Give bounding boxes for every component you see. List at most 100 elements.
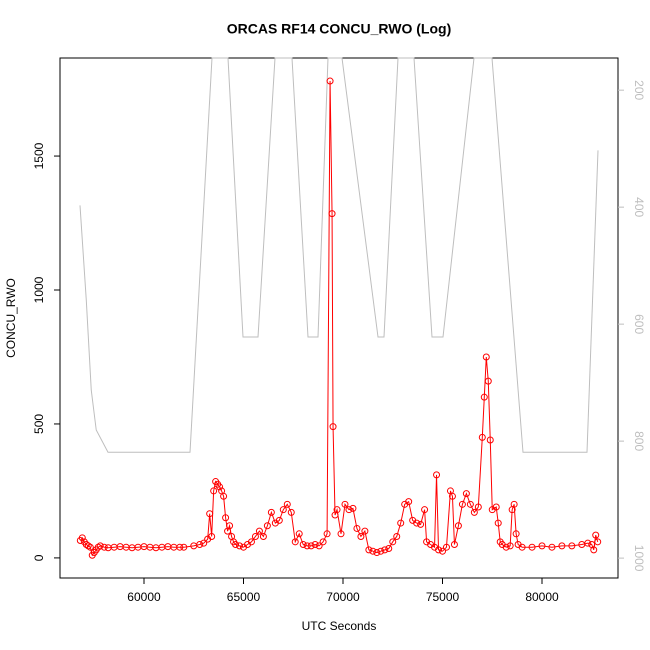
data-point [466,500,474,508]
data-point [275,516,283,524]
x-tick-label: 60000 [127,590,161,604]
data-point [232,541,240,549]
data-point [333,506,341,514]
data-point [295,530,303,538]
data-point [349,504,357,512]
data-point [458,500,466,508]
data-point [492,503,500,511]
data-point [502,543,510,551]
data-point [558,542,566,550]
data-point [84,542,92,550]
data-point [462,490,470,498]
data-point [226,522,234,530]
data-point [337,530,345,538]
data-point [315,542,323,550]
y-tick-label: 1500 [32,142,46,169]
data-point [100,543,108,551]
data-point [291,538,299,546]
data-point [303,542,311,550]
data-point [208,532,216,540]
data-point [176,543,184,551]
data-point [442,543,450,551]
plot-box [59,57,619,579]
data-point [538,542,546,550]
data-point [548,543,556,551]
data-point [421,506,429,514]
data-point [236,542,244,550]
data-point [323,530,331,538]
data-point [417,520,425,528]
y2-tick-label: 1000 [632,545,646,572]
data-point [568,542,576,550]
data-point [512,530,520,538]
y2-tick-label: 400 [632,197,646,217]
data-point [180,543,188,551]
data-point [450,541,458,549]
data-point [592,531,600,539]
data-point [96,542,104,550]
data-point [247,538,255,546]
y2-tick-label: 200 [632,80,646,100]
data-point [267,508,275,516]
x-axis-label: UTC Seconds [302,619,377,633]
data-point [494,519,502,527]
y-axis-label: CONCU_RWO [4,278,18,358]
data-point [397,519,405,527]
data-point [385,545,393,553]
y-tick-label: 0 [32,554,46,561]
data-point [369,547,377,555]
data-point [307,542,315,550]
y2-tick-label: 600 [632,314,646,334]
data-point [341,500,349,508]
data-point [299,541,307,549]
data-point [86,543,94,551]
data-point [482,353,490,361]
data-point [518,543,526,551]
data-point [389,538,397,546]
data-point [594,538,602,546]
data-point [287,508,295,516]
y-tick-label: 1000 [32,276,46,303]
data-point [196,541,204,549]
chart-title: ORCAS RF14 CONCU_RWO (Log) [227,21,452,37]
data-point [329,423,337,431]
data-point [439,547,447,555]
data-point [216,483,224,491]
data-point [328,210,336,218]
data-point [311,541,319,549]
data-point [251,532,259,540]
data-point [393,532,401,540]
data-point [486,436,494,444]
data-point [413,519,421,527]
data-point [381,546,389,554]
data-point [279,506,287,514]
x-tick-label: 70000 [326,590,360,604]
y-tick-label: 500 [32,414,46,434]
data-point [259,532,267,540]
data-point [220,492,228,500]
data-point [480,393,488,401]
data-point [255,527,263,535]
data-point [200,539,208,547]
data-point [590,546,598,554]
data-point [326,77,334,85]
data-point [365,546,373,554]
data-point [474,503,482,511]
series-line [79,57,599,453]
data-point [478,433,486,441]
y2-tick-label: 800 [632,431,646,451]
data-point [319,538,327,546]
x-tick-label: 65000 [227,590,261,604]
data-point [484,377,492,385]
data-point [361,527,369,535]
data-point [584,539,592,547]
data-point [206,510,214,518]
data-point [78,534,86,542]
data-point [448,492,456,500]
data-point [373,549,381,557]
data-point [222,514,230,522]
data-point [405,498,413,506]
data-point [435,546,443,554]
data-point [263,522,271,530]
